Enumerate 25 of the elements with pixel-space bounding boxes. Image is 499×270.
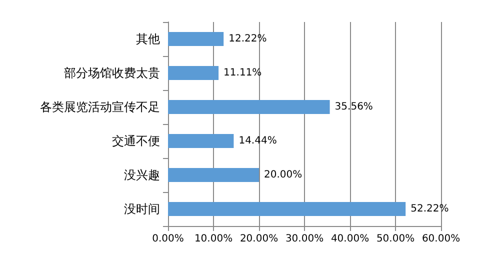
- data-label: 52.22%: [410, 204, 449, 214]
- bar: [168, 202, 406, 216]
- bar: [168, 134, 234, 148]
- y-tick-label: 没兴趣: [124, 168, 160, 182]
- y-tick-label: 交通不便: [112, 134, 160, 148]
- bar: [168, 66, 219, 80]
- y-tick-label: 部分场馆收费太贵: [64, 66, 160, 80]
- x-tick-label: 20.00%: [240, 234, 278, 244]
- y-tick-label: 没时间: [124, 202, 160, 216]
- x-tick-label: 40.00%: [330, 234, 370, 244]
- y-tick-label: 其他: [136, 32, 160, 46]
- bar: [168, 100, 330, 114]
- x-tick-label: 60.00%: [422, 234, 460, 244]
- x-tick-label: 50.00%: [376, 234, 415, 244]
- data-label: 35.56%: [334, 102, 373, 112]
- data-label: 12.22%: [228, 34, 267, 44]
- data-label: 11.11%: [224, 68, 262, 78]
- bar: [168, 32, 224, 46]
- x-tick-label: 0.00%: [152, 234, 184, 244]
- data-label: 20.00%: [264, 170, 302, 180]
- x-tick-label: 30.00%: [285, 234, 324, 244]
- bar: [168, 168, 259, 182]
- data-label: 14.44%: [238, 136, 277, 146]
- y-tick-label: 各类展览活动宣传不足: [40, 100, 160, 114]
- x-tick-label: 10.00%: [194, 234, 233, 244]
